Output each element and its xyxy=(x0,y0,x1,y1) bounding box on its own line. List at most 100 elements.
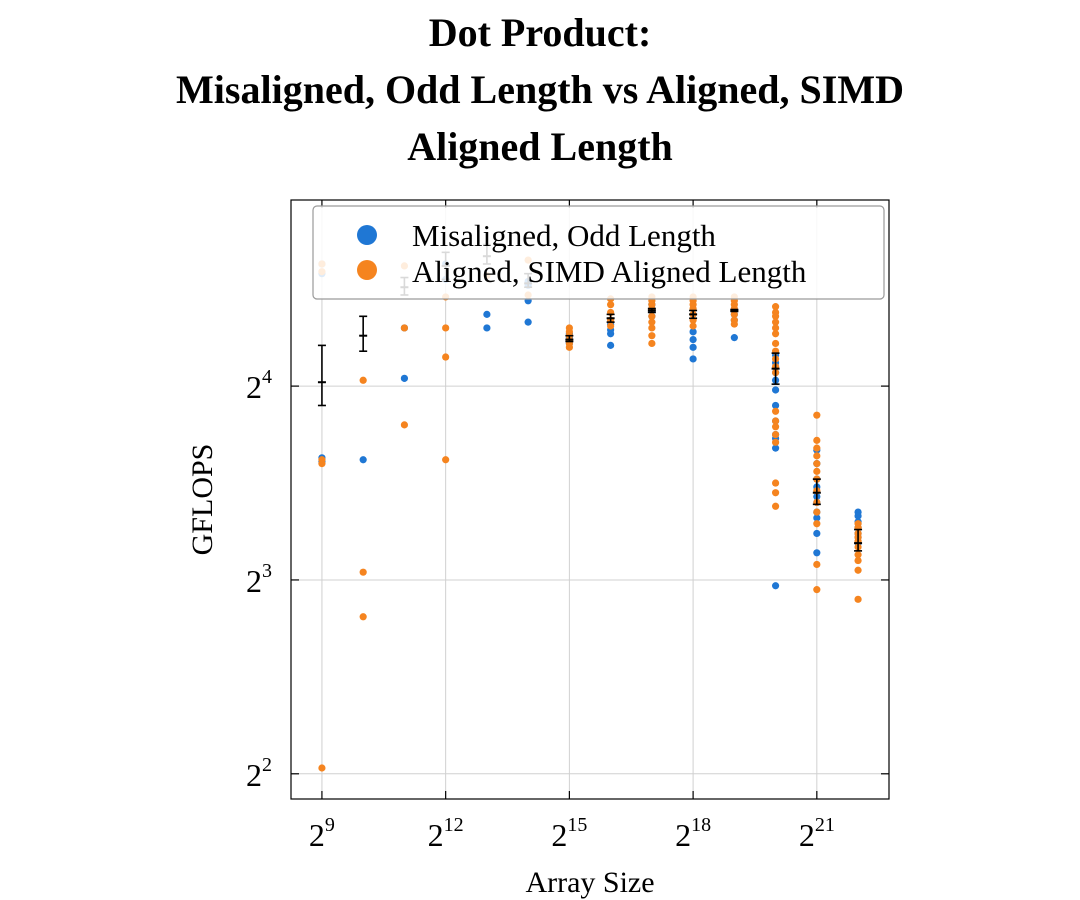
data-points xyxy=(318,256,862,772)
misaligned-point xyxy=(771,444,780,452)
aligned-point xyxy=(400,421,409,429)
aligned-point xyxy=(730,320,738,328)
aligned-point xyxy=(813,508,821,516)
aligned-point xyxy=(771,303,780,311)
misaligned-point xyxy=(730,334,738,342)
x-tick-label-base: 2 xyxy=(799,817,815,853)
aligned-point xyxy=(854,551,862,559)
aligned-point xyxy=(854,566,862,574)
error-bars xyxy=(317,243,863,552)
y-axis-label: GFLOPS xyxy=(186,444,219,556)
legend-marker-aligned xyxy=(357,260,377,280)
aligned-point xyxy=(565,343,573,351)
aligned-point xyxy=(359,376,367,384)
x-tick-label: 212 xyxy=(428,814,464,853)
aligned-point xyxy=(648,339,656,348)
misaligned-point xyxy=(483,310,491,318)
aligned-point xyxy=(813,452,821,460)
aligned-point xyxy=(771,417,780,425)
aligned-point xyxy=(730,310,738,318)
aligned-point xyxy=(813,460,821,468)
plot-frame xyxy=(290,199,890,800)
aligned-point xyxy=(648,318,656,326)
aligned-point xyxy=(648,312,656,320)
aligned-point xyxy=(648,324,656,332)
aligned-point xyxy=(771,407,780,415)
misaligned-point xyxy=(359,456,367,464)
y-tick-label-base: 2 xyxy=(246,369,262,405)
misaligned-point xyxy=(813,514,821,522)
misaligned-point xyxy=(400,374,409,382)
aligned-point xyxy=(400,324,409,332)
chart-title-line-3: Aligned Length xyxy=(407,124,673,169)
chart-title-line-1: Dot Product: xyxy=(428,10,652,55)
aligned-point xyxy=(813,436,821,444)
aligned-point xyxy=(771,502,780,510)
y-tick-label: 23 xyxy=(246,560,272,599)
misaligned-point xyxy=(607,341,615,349)
aligned-point xyxy=(813,411,821,419)
x-tick-label: 29 xyxy=(309,814,335,853)
x-tick-label-base: 2 xyxy=(551,817,567,853)
x-tick-label: 218 xyxy=(675,814,711,853)
misaligned-point xyxy=(689,335,697,344)
legend: Misaligned, Odd Length Aligned, SIMD Ali… xyxy=(312,205,885,300)
y-tick-label: 22 xyxy=(246,754,272,793)
aligned-point xyxy=(771,423,780,431)
misaligned-point xyxy=(483,324,491,332)
y-tick-label-exponent: 2 xyxy=(262,754,272,776)
aligned-point xyxy=(813,586,821,594)
misaligned-point xyxy=(607,330,615,338)
aligned-point xyxy=(854,595,862,603)
y-tick-label-base: 2 xyxy=(246,563,262,599)
x-tick-label-base: 2 xyxy=(675,817,691,853)
aligned-point xyxy=(854,556,862,565)
aligned-point xyxy=(813,520,821,528)
misaligned-point xyxy=(771,401,780,410)
aligned-point xyxy=(318,764,326,772)
aligned-point xyxy=(771,339,780,348)
legend-marker-misaligned xyxy=(357,225,377,245)
aligned-point xyxy=(607,301,615,309)
aligned-point xyxy=(442,353,450,361)
x-tick-label: 221 xyxy=(799,814,835,853)
misaligned-point xyxy=(813,529,821,538)
aligned-point xyxy=(442,324,450,332)
aligned-point xyxy=(771,330,780,338)
misaligned-point xyxy=(689,328,697,336)
x-tick-label-exponent: 9 xyxy=(325,814,335,836)
aligned-point xyxy=(318,460,326,468)
aligned-point xyxy=(607,322,615,330)
legend-label-misaligned: Misaligned, Odd Length xyxy=(412,218,716,253)
y-tick-label-base: 2 xyxy=(246,757,262,793)
aligned-point xyxy=(771,489,780,497)
aligned-point xyxy=(771,312,780,320)
x-tick-label-exponent: 21 xyxy=(815,814,835,836)
x-tick-label-base: 2 xyxy=(428,817,444,853)
aligned-point xyxy=(771,318,780,326)
aligned-point xyxy=(771,438,780,446)
legend-box xyxy=(312,205,885,300)
aligned-point xyxy=(813,560,821,569)
x-axis-label: Array Size xyxy=(525,866,654,899)
aligned-point xyxy=(813,467,821,475)
x-tick-label-base: 2 xyxy=(309,817,325,853)
legend-label-aligned: Aligned, SIMD Aligned Length xyxy=(412,254,807,289)
aligned-point xyxy=(771,430,780,439)
misaligned-point xyxy=(689,355,697,363)
misaligned-point xyxy=(854,512,862,520)
aligned-point xyxy=(359,613,367,621)
aligned-point xyxy=(689,322,697,330)
misaligned-point xyxy=(524,318,532,326)
aligned-point xyxy=(813,444,821,452)
y-tick-label-exponent: 3 xyxy=(262,560,272,582)
x-tick-label-exponent: 12 xyxy=(444,814,464,836)
aligned-point xyxy=(442,456,450,464)
aligned-point xyxy=(648,332,656,340)
misaligned-point xyxy=(771,582,780,590)
x-tick-label-exponent: 18 xyxy=(691,814,711,836)
y-tick-label-exponent: 4 xyxy=(262,366,272,388)
y-tick-label: 24 xyxy=(246,366,272,405)
aligned-point xyxy=(359,568,367,576)
